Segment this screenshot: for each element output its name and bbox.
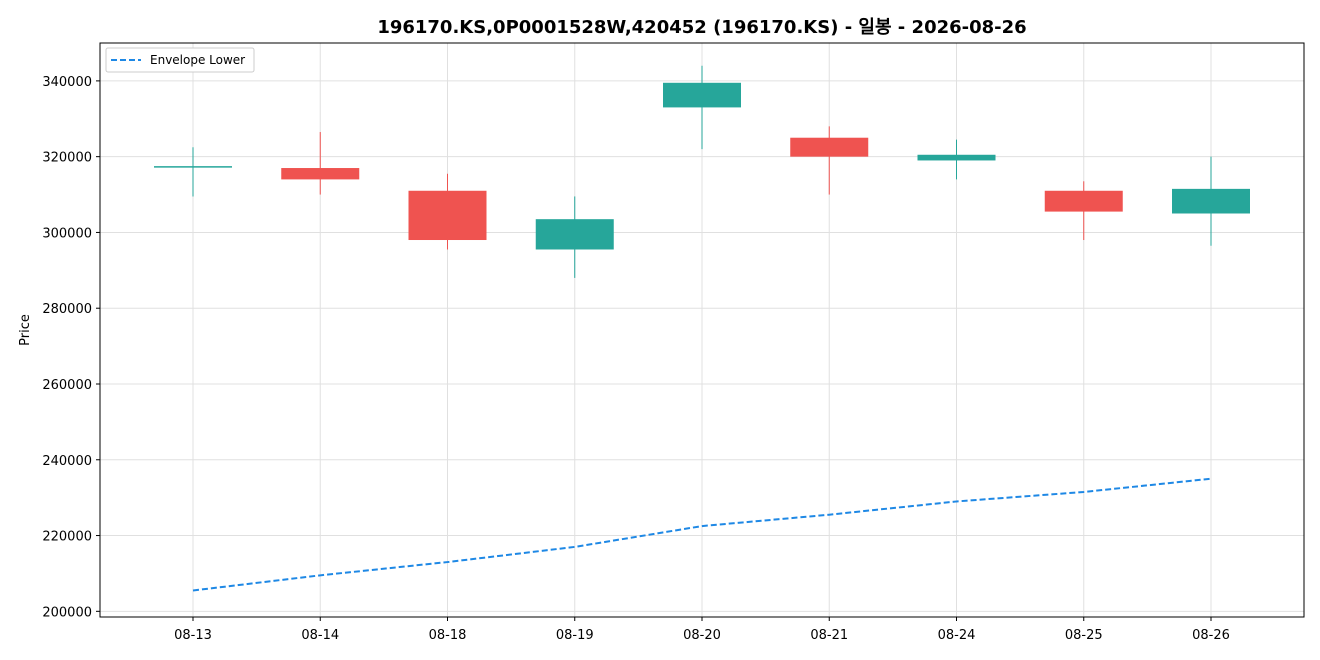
x-tick-label: 08-26 (1192, 628, 1230, 643)
candle-body (917, 154, 996, 161)
candle-body (281, 168, 360, 180)
y-tick-label: 200000 (42, 605, 92, 620)
candle-body (790, 137, 869, 157)
legend: Envelope Lower (105, 47, 255, 73)
x-tick-label: 08-25 (1065, 628, 1103, 643)
y-axis-label: Price (18, 314, 33, 346)
y-tick-label: 300000 (42, 226, 92, 241)
candles (154, 65, 1250, 278)
y-tick-label: 240000 (42, 454, 92, 469)
y-tick-label: 340000 (42, 75, 92, 90)
y-tick-label: 320000 (42, 151, 92, 166)
envelope-lower-line (192, 477, 1212, 592)
candle-body (1172, 188, 1250, 214)
legend-label-envelope-lower: Envelope Lower (150, 53, 245, 67)
x-tick-label: 08-20 (683, 628, 721, 643)
candle-body (154, 166, 232, 168)
y-tick-label: 220000 (42, 530, 92, 545)
legend-box (105, 47, 255, 73)
y-tick-label: 280000 (42, 302, 92, 317)
x-axis-ticks: 08-13 08-14 08-18 08-19 08-20 08-21 08-24 08-25… (174, 617, 1230, 643)
envelope-lower-series (192, 477, 1212, 592)
y-tick-label: 260000 (42, 378, 92, 393)
x-tick-label: 08-18 (429, 628, 467, 643)
x-tick-label: 08-19 (556, 628, 594, 643)
x-tick-label: 08-24 (938, 628, 976, 643)
y-axis-ticks: 200000 220000 240000 260000 280000 300000 3200… (42, 75, 100, 620)
x-tick-label: 08-14 (301, 628, 339, 643)
x-tick-label: 08-21 (810, 628, 848, 643)
candle-body (535, 219, 614, 250)
candle-body (408, 190, 487, 241)
x-tick-label: 08-13 (174, 628, 212, 643)
candle-body (663, 82, 741, 108)
chart-title: 196170.KS,0P0001528W,420452 (196170.KS) … (377, 17, 1026, 38)
grid-lines (100, 43, 1304, 617)
candle-body (1044, 190, 1123, 212)
